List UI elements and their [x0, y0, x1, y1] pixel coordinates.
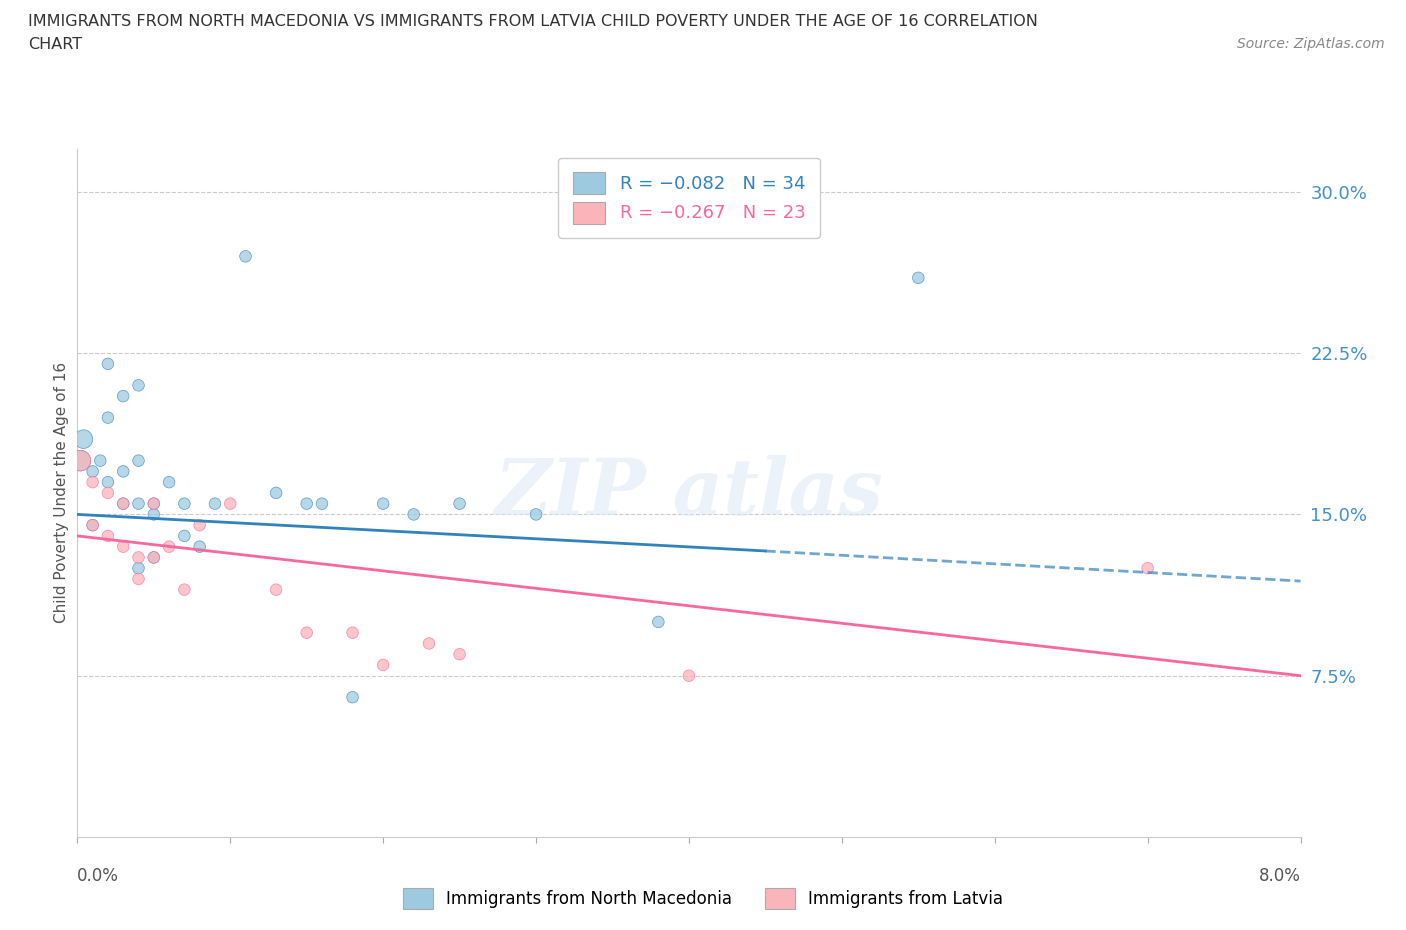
Point [173, 582, 195, 597]
Point [188, 518, 211, 533]
Point [97, 410, 120, 425]
Point [97, 528, 120, 543]
Legend: Immigrants from North Macedonia, Immigrants from Latvia: Immigrants from North Macedonia, Immigra… [394, 880, 1012, 917]
Text: Source: ZipAtlas.com: Source: ZipAtlas.com [1237, 37, 1385, 51]
Point [342, 625, 364, 640]
Point [173, 528, 195, 543]
Point [524, 507, 547, 522]
Point [157, 474, 180, 489]
Point [295, 625, 318, 640]
Point [647, 615, 669, 630]
Point [127, 550, 149, 565]
Legend: R = −0.082   N = 34, R = −0.267   N = 23: R = −0.082 N = 34, R = −0.267 N = 23 [558, 158, 820, 238]
Point [82, 518, 104, 533]
Point [142, 497, 165, 512]
Point [371, 658, 394, 672]
Point [127, 497, 149, 512]
Point [1136, 561, 1159, 576]
Point [142, 550, 165, 565]
Point [157, 539, 180, 554]
Point [89, 453, 111, 468]
Point [112, 497, 135, 512]
Point [235, 249, 257, 264]
Point [142, 497, 165, 512]
Point [188, 539, 211, 554]
Point [97, 474, 120, 489]
Point [264, 485, 287, 500]
Text: 8.0%: 8.0% [1258, 867, 1301, 884]
Point [112, 539, 135, 554]
Point [173, 497, 195, 512]
Point [82, 518, 104, 533]
Point [449, 646, 471, 661]
Point [371, 497, 394, 512]
Point [678, 669, 700, 684]
Point [295, 497, 318, 512]
Point [127, 561, 149, 576]
Point [127, 453, 149, 468]
Text: IMMIGRANTS FROM NORTH MACEDONIA VS IMMIGRANTS FROM LATVIA CHILD POVERTY UNDER TH: IMMIGRANTS FROM NORTH MACEDONIA VS IMMIG… [28, 14, 1038, 29]
Point [69, 453, 91, 468]
Y-axis label: Child Poverty Under the Age of 16: Child Poverty Under the Age of 16 [53, 363, 69, 623]
Point [907, 271, 929, 286]
Point [204, 497, 226, 512]
Point [418, 636, 440, 651]
Point [82, 474, 104, 489]
Point [72, 432, 94, 446]
Point [342, 690, 364, 705]
Point [127, 378, 149, 392]
Point [402, 507, 425, 522]
Text: ZIP atlas: ZIP atlas [495, 455, 883, 531]
Point [112, 389, 135, 404]
Point [97, 356, 120, 371]
Point [112, 464, 135, 479]
Text: 0.0%: 0.0% [77, 867, 120, 884]
Point [82, 464, 104, 479]
Point [311, 497, 333, 512]
Point [264, 582, 287, 597]
Point [142, 507, 165, 522]
Text: CHART: CHART [28, 37, 82, 52]
Point [69, 453, 91, 468]
Point [127, 571, 149, 587]
Point [97, 485, 120, 500]
Point [112, 497, 135, 512]
Point [219, 497, 242, 512]
Point [142, 550, 165, 565]
Point [449, 497, 471, 512]
